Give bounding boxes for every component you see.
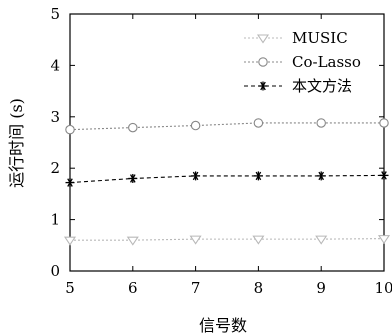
x-tick-label: 5	[65, 279, 75, 297]
x-tick-label: 8	[254, 279, 264, 297]
x-tick-label: 10	[374, 279, 392, 297]
series-line-co-lasso	[69, 122, 384, 131]
legend-item: MUSIC	[244, 29, 348, 47]
series-line-music	[70, 238, 385, 241]
legend-item: Co-Lasso	[244, 53, 361, 71]
data-point-co-lasso	[128, 122, 138, 133]
series--	[65, 170, 389, 188]
y-tick-label: 1	[50, 211, 60, 229]
series-music	[63, 235, 391, 246]
data-point-music	[189, 235, 202, 245]
y-tick-label: 3	[50, 108, 60, 126]
series-line--	[69, 174, 385, 184]
series-group	[63, 118, 391, 246]
legend: MUSIC Co-Lasso 本文方法	[244, 29, 361, 95]
legend-item: 本文方法	[244, 77, 352, 95]
data-point--	[128, 173, 138, 183]
data-point-music	[315, 235, 328, 245]
y-axis-label: 运行时间 (s)	[7, 98, 26, 188]
x-tick-label: 6	[128, 279, 138, 297]
data-point-music	[126, 236, 139, 246]
y-tick-label: 4	[50, 56, 60, 74]
legend-marker	[258, 57, 268, 67]
data-point-co-lasso	[316, 118, 326, 128]
data-point--	[379, 170, 389, 180]
x-axis-label: 信号数	[199, 316, 247, 335]
tick-group: 5 6 7 8 9 10 0 1 2 3 4 5	[50, 5, 392, 297]
legend-marker	[256, 34, 270, 44]
y-tick-label: 5	[50, 5, 60, 23]
data-point-co-lasso	[379, 118, 389, 128]
plot-frame-group	[69, 13, 385, 272]
data-point-co-lasso	[65, 124, 75, 135]
data-point--	[316, 171, 326, 181]
data-point-co-lasso	[253, 118, 264, 128]
data-point--	[253, 171, 263, 181]
legend-label: MUSIC	[292, 29, 348, 47]
data-point-co-lasso	[190, 120, 201, 131]
series-co-lasso	[65, 118, 389, 135]
data-point-music	[377, 235, 391, 245]
data-point--	[65, 178, 75, 188]
x-tick-label: 7	[191, 279, 201, 297]
data-point-music	[252, 235, 265, 245]
data-point--	[191, 171, 201, 181]
plot-frame	[69, 13, 385, 272]
y-tick-label: 0	[50, 262, 60, 280]
legend-label: Co-Lasso	[292, 53, 361, 71]
legend-marker	[258, 81, 268, 91]
data-point-music	[63, 236, 77, 246]
x-tick-label: 9	[316, 279, 326, 297]
legend-label: 本文方法	[292, 77, 352, 95]
y-tick-label: 2	[50, 159, 60, 177]
